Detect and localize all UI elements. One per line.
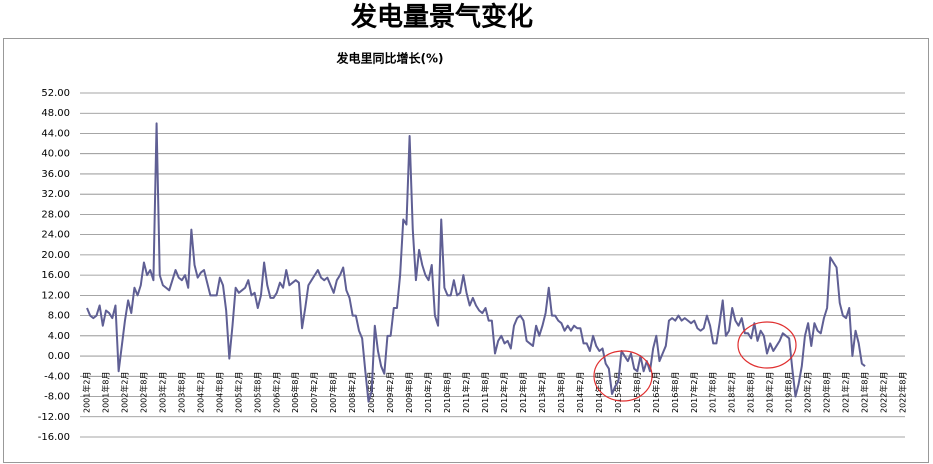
x-tick-label: 2001年2月 bbox=[82, 372, 92, 413]
x-tick-label: 2018年2月 bbox=[727, 372, 737, 413]
x-tick-label: 2011年2月 bbox=[461, 372, 471, 413]
x-tick-label: 2014年2月 bbox=[575, 372, 585, 413]
y-tick-label: 16.00 bbox=[41, 270, 70, 281]
x-tick-label: 2022年2月 bbox=[879, 372, 889, 413]
x-tick-label: 2009年8月 bbox=[404, 372, 414, 413]
x-tick-label: 2007年2月 bbox=[309, 372, 319, 413]
x-tick-label: 2020年2月 bbox=[803, 372, 813, 413]
x-tick-label: 2008年2月 bbox=[347, 372, 357, 413]
y-tick-label: -8.00 bbox=[44, 392, 70, 403]
plot-area: -16.00 -12.00 -8.00 -4.00 0.00 4.00 8.00 12.00 1… bbox=[38, 88, 908, 443]
x-tick-label: 2006年8月 bbox=[290, 372, 300, 413]
highlight-circle bbox=[593, 350, 653, 402]
x-tick-label: 2017年2月 bbox=[689, 372, 699, 413]
y-tick-label: 8.00 bbox=[48, 311, 70, 322]
x-tick-label: 2018年8月 bbox=[746, 372, 756, 413]
x-tick-label: 2011年8月 bbox=[480, 372, 490, 413]
y-tick-label: 44.00 bbox=[41, 128, 70, 139]
y-tick-label: 36.00 bbox=[41, 169, 70, 180]
x-tick-label: 2016年2月 bbox=[651, 372, 661, 413]
x-tick-label: 2019年2月 bbox=[765, 372, 775, 413]
x-tick-label: 2021年8月 bbox=[860, 372, 870, 413]
y-tick-label: 4.00 bbox=[48, 331, 70, 342]
x-tick-label: 2003年8月 bbox=[176, 372, 186, 413]
y-tick-label: 40.00 bbox=[41, 149, 70, 160]
x-tick-label: 2017年8月 bbox=[708, 372, 718, 413]
x-tick-label: 2014年8月 bbox=[594, 372, 604, 413]
x-tick-label: 2007年8月 bbox=[328, 372, 338, 413]
x-tick-label: 2010年2月 bbox=[423, 372, 433, 413]
x-tick-label: 2003年2月 bbox=[157, 372, 167, 413]
x-tick-label: 2020年8月 bbox=[822, 372, 832, 413]
x-tick-label: 2022年8月 bbox=[898, 372, 908, 413]
y-tick-label: -12.00 bbox=[38, 412, 70, 423]
x-tick-label: 2002年2月 bbox=[119, 372, 129, 413]
x-tick-label: 2013年8月 bbox=[556, 372, 566, 413]
y-tick-label: 20.00 bbox=[41, 250, 70, 261]
chart-subtitle: 发电里同比增长(%) bbox=[336, 51, 444, 66]
x-tick-label: 2015年2月 bbox=[613, 372, 623, 413]
highlight-circle bbox=[737, 321, 797, 369]
x-tick-label: 2009年2月 bbox=[385, 372, 395, 413]
x-tick-label: 2013年2月 bbox=[537, 372, 547, 413]
y-tick-label: 0.00 bbox=[48, 351, 70, 362]
y-tick-label: 52.00 bbox=[41, 88, 70, 99]
x-tick-label: 2010年8月 bbox=[442, 372, 452, 413]
y-tick-label: 24.00 bbox=[41, 230, 70, 241]
y-tick-label: 32.00 bbox=[41, 189, 70, 200]
x-tick-label: 2005年2月 bbox=[233, 372, 243, 413]
x-tick-label: 2016年8月 bbox=[670, 372, 680, 413]
y-tick-label: -4.00 bbox=[44, 371, 70, 382]
y-tick-label: 12.00 bbox=[41, 290, 70, 301]
x-tick-label: 2006年2月 bbox=[271, 372, 281, 413]
x-tick-label: 2005年8月 bbox=[252, 372, 262, 413]
x-tick-label: 2019年8月 bbox=[784, 372, 794, 413]
x-tick-label: 2004年8月 bbox=[214, 372, 224, 413]
chart-frame bbox=[3, 38, 929, 463]
x-tick-label: 2012年8月 bbox=[518, 372, 528, 413]
x-tick-label: 2001年8月 bbox=[100, 372, 110, 413]
chart-title: 发电量景气变化 bbox=[350, 2, 533, 33]
y-tick-label: -16.00 bbox=[38, 432, 70, 443]
x-tick-label: 2004年2月 bbox=[195, 372, 205, 413]
x-tick-label: 2021年2月 bbox=[841, 372, 851, 413]
data-line bbox=[86, 122, 866, 403]
x-tick-label: 2012年2月 bbox=[499, 372, 509, 413]
y-tick-label: 48.00 bbox=[41, 108, 70, 119]
x-tick-label: 2002年8月 bbox=[138, 372, 148, 413]
y-tick-label: 28.00 bbox=[41, 209, 70, 220]
x-tick-label: 2015年8月 bbox=[632, 372, 642, 413]
